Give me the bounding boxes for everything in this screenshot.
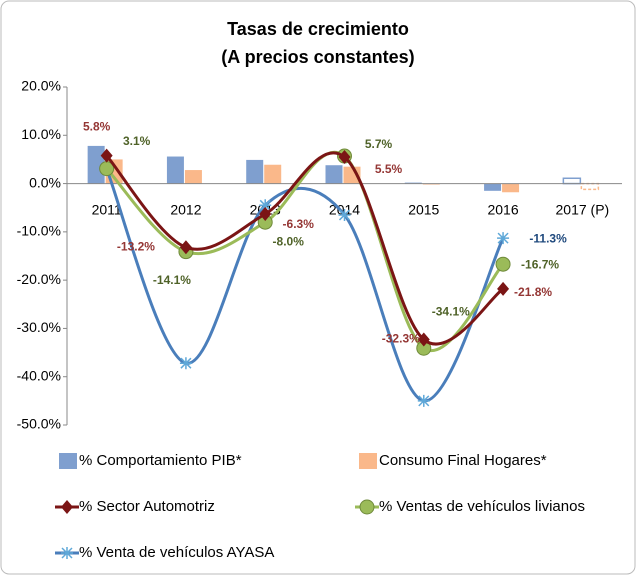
y-tick-label: -20.0% xyxy=(17,271,61,287)
data-label: 5.7% xyxy=(365,137,393,151)
data-label: -11.3% xyxy=(529,231,567,245)
data-label: -32.3% xyxy=(382,332,420,346)
bar xyxy=(580,182,600,191)
legend-marker xyxy=(359,499,375,515)
marker xyxy=(179,240,192,255)
bar xyxy=(184,170,202,184)
data-label: -8.0% xyxy=(273,234,305,248)
marker xyxy=(497,281,510,296)
x-tick-label: 2012 xyxy=(170,201,201,217)
x-tick-label: 2017 (P) xyxy=(556,201,610,217)
legend-label: % Venta de vehículos AYASA xyxy=(79,544,274,561)
x-tick-label: 2015 xyxy=(408,201,439,217)
x-tick-label: 2011 xyxy=(92,201,122,217)
marker xyxy=(338,150,351,165)
y-tick-label: 20.0% xyxy=(21,78,61,94)
marker xyxy=(259,206,272,221)
data-label: -21.8% xyxy=(514,285,552,299)
data-label: 5.8% xyxy=(83,120,111,134)
data-label: -6.3% xyxy=(283,217,315,231)
bar xyxy=(166,156,184,184)
legend-label: % Sector Automotriz xyxy=(79,498,215,515)
y-tick-label: -30.0% xyxy=(17,319,61,335)
data-label: 3.1% xyxy=(123,134,151,148)
data-label: 5.5% xyxy=(375,162,403,176)
data-label: -16.7% xyxy=(521,257,559,271)
x-tick-label: 2016 xyxy=(487,201,518,217)
legend-marker xyxy=(61,547,73,559)
legend-item: % Ventas de vehículos livianos xyxy=(355,498,585,515)
bar xyxy=(325,165,343,184)
y-tick-label: -50.0% xyxy=(17,416,61,432)
legend-label: Consumo Final Hogares* xyxy=(379,452,547,469)
marker xyxy=(495,256,511,272)
y-tick-label: 10.0% xyxy=(21,126,61,142)
series-line xyxy=(105,168,505,403)
marker xyxy=(417,394,430,407)
marker xyxy=(497,232,510,245)
bar xyxy=(484,183,502,191)
bar xyxy=(87,145,105,184)
bar xyxy=(264,164,282,184)
chart-subtitle: (A precios constantes) xyxy=(221,47,414,67)
marker xyxy=(417,332,430,347)
y-tick-label: -10.0% xyxy=(17,223,61,239)
legend-item: % Venta de vehículos AYASA xyxy=(55,544,274,561)
legend-item: % Comportamiento PIB* xyxy=(59,452,242,469)
legend-label: % Comportamiento PIB* xyxy=(79,452,242,469)
legend-swatch xyxy=(59,453,77,469)
series-line xyxy=(105,151,504,346)
legend-item: % Sector Automotriz xyxy=(55,498,215,515)
marker xyxy=(259,199,272,212)
legend-label: % Ventas de vehículos livianos xyxy=(379,498,585,515)
marker xyxy=(179,357,192,370)
legend-swatch xyxy=(359,453,377,469)
bar xyxy=(562,177,582,185)
y-tick-label: 0.0% xyxy=(29,174,61,190)
data-label: -34.1% xyxy=(432,304,470,318)
data-label: -13.2% xyxy=(117,239,155,253)
legend-marker xyxy=(61,500,73,514)
legend-item: Consumo Final Hogares* xyxy=(359,452,547,469)
data-label: -14.1% xyxy=(153,273,191,287)
chart-title: Tasas de crecimiento xyxy=(227,19,409,39)
bar xyxy=(502,183,520,193)
marker xyxy=(338,208,351,221)
marker xyxy=(100,148,113,163)
bar xyxy=(246,159,264,184)
y-tick-label: -40.0% xyxy=(17,367,61,383)
